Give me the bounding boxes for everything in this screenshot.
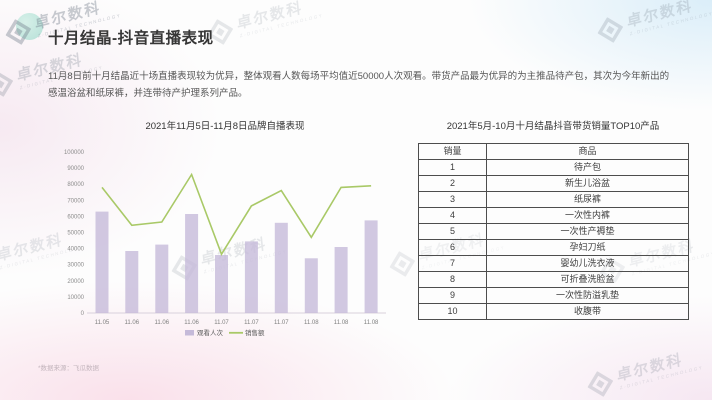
table-cell: 5 — [418, 223, 487, 240]
top10-products-table: 销量 商品 1 待产包 2 新生儿浴盆 3 纸尿裤 4 一次性内裤 5 一次性产褥垫 6 孕妇刀纸 7 婴幼儿… — [418, 143, 689, 320]
brand-name: 卓尔数科 — [236, 0, 304, 33]
svg-text:20000: 20000 — [67, 279, 84, 285]
table-header-cell: 销量 — [418, 143, 487, 160]
svg-text:观看人次: 观看人次 — [197, 328, 224, 337]
svg-text:0: 0 — [81, 311, 85, 317]
table-cell: 2 — [418, 175, 487, 192]
live-performance-chart-section: 2021年11月5日-11月8日品牌自播表现 0 10000 20000 30000 4… — [60, 118, 390, 339]
brand-watermark: 卓尔数科 Z-DIGITAL TECHNOLOGY — [585, 346, 705, 400]
table-row: 10 收腹带 — [418, 303, 689, 320]
svg-text:11.07: 11.07 — [274, 320, 289, 326]
table-row: 6 孕妇刀纸 — [418, 239, 689, 256]
table-cell: 一次性产褥垫 — [486, 223, 689, 240]
brand-name: 卓尔数科 — [616, 351, 684, 385]
brand-logo-icon — [389, 251, 416, 277]
brand-tagline: Z-DIGITAL TECHNOLOGY — [619, 364, 704, 391]
table-cell: 9 — [418, 287, 487, 304]
table-row: 5 一次性产褥垫 — [418, 223, 689, 240]
svg-text:11.06: 11.06 — [184, 320, 199, 326]
table-cell: 3 — [418, 191, 487, 208]
table-header-cell: 商品 — [486, 143, 689, 160]
svg-text:70000: 70000 — [67, 198, 84, 204]
svg-text:11.08: 11.08 — [304, 320, 319, 326]
brand-logo-icon — [587, 371, 614, 397]
brand-logo-icon — [597, 17, 624, 43]
table-cell: 新生儿浴盆 — [486, 175, 689, 192]
table-row: 8 可折叠洗脸盆 — [418, 271, 689, 288]
table-cell: 孕妇刀纸 — [486, 239, 689, 256]
brand-watermark: 卓尔数科 Z-DIGITAL TECHNOLOGY — [595, 0, 712, 46]
table-cell: 一次性内裤 — [486, 207, 689, 224]
brand-name: 卓尔数科 — [626, 0, 694, 31]
table-cell: 纸尿裤 — [486, 191, 689, 208]
svg-text:11.07: 11.07 — [214, 320, 229, 326]
svg-text:60000: 60000 — [67, 214, 84, 220]
table-row: 7 婴幼儿洗衣液 — [418, 255, 689, 272]
teal-circle-decoration — [16, 13, 43, 40]
svg-text:11.07: 11.07 — [244, 320, 259, 326]
table-cell: 8 — [418, 271, 487, 288]
table-header-row: 销量 商品 — [418, 143, 689, 160]
svg-text:80000: 80000 — [67, 182, 84, 188]
table-row: 3 纸尿裤 — [418, 191, 689, 208]
top10-products-section: 2021年5月-10月十月结晶抖音带货销量TOP10产品 销量 商品 1 待产包 2 新生… — [418, 118, 689, 320]
svg-text:90000: 90000 — [67, 166, 84, 172]
page-title: 十月结晶-抖音直播表现 — [48, 30, 214, 47]
table-row: 4 一次性内裤 — [418, 207, 689, 224]
chart-title: 2021年11月5日-11月8日品牌自播表现 — [145, 121, 305, 132]
svg-text:50000: 50000 — [67, 231, 84, 237]
table-cell: 婴幼儿洗衣液 — [486, 255, 689, 272]
table-cell: 可折叠洗脸盆 — [486, 271, 689, 288]
svg-text:11.08: 11.08 — [364, 320, 379, 326]
brand-tagline: Z-DIGITAL TECHNOLOGY — [239, 12, 324, 39]
svg-text:100000: 100000 — [64, 150, 85, 156]
table-cell: 10 — [418, 303, 487, 320]
table-row: 2 新生儿浴盆 — [418, 175, 689, 192]
brand-tagline: Z-DIGITAL TECHNOLOGY — [629, 10, 712, 37]
table-title: 2021年5月-10月十月结晶抖音带货销量TOP10产品 — [446, 121, 660, 132]
svg-text:40000: 40000 — [67, 247, 84, 253]
svg-text:销售额: 销售额 — [245, 328, 265, 337]
svg-text:11.08: 11.08 — [334, 320, 349, 326]
table-cell: 待产包 — [486, 159, 689, 176]
data-source-footnote: *数据来源：飞瓜数据 — [38, 365, 100, 372]
table-cell: 7 — [418, 255, 487, 272]
brand-logo-icon — [5, 19, 32, 45]
table-cell: 一次性防溢乳垫 — [486, 287, 689, 304]
svg-text:11.06: 11.06 — [155, 320, 170, 326]
table-row: 9 一次性防溢乳垫 — [418, 287, 689, 304]
table-row: 1 待产包 — [418, 159, 689, 176]
brand-logo-icon — [0, 71, 14, 97]
svg-text:11.05: 11.05 — [95, 320, 110, 326]
brand-watermark: 卓尔数科 Z-DIGITAL TECHNOLOGY — [205, 0, 325, 48]
table-cell: 1 — [418, 159, 487, 176]
svg-text:11.06: 11.06 — [125, 320, 140, 326]
svg-text:10000: 10000 — [67, 295, 84, 301]
summary-paragraph: 11月8日前十月结晶近十场直播表现较为优异，整体观看人数每场平均值近50000人… — [48, 71, 670, 100]
table-cell: 收腹带 — [486, 303, 689, 320]
table-cell: 6 — [418, 239, 487, 256]
bar-line-chart: 0 10000 20000 30000 40000 50000 60000 70000 8000… — [64, 150, 386, 337]
table-cell: 4 — [418, 207, 487, 224]
svg-text:30000: 30000 — [67, 263, 84, 269]
